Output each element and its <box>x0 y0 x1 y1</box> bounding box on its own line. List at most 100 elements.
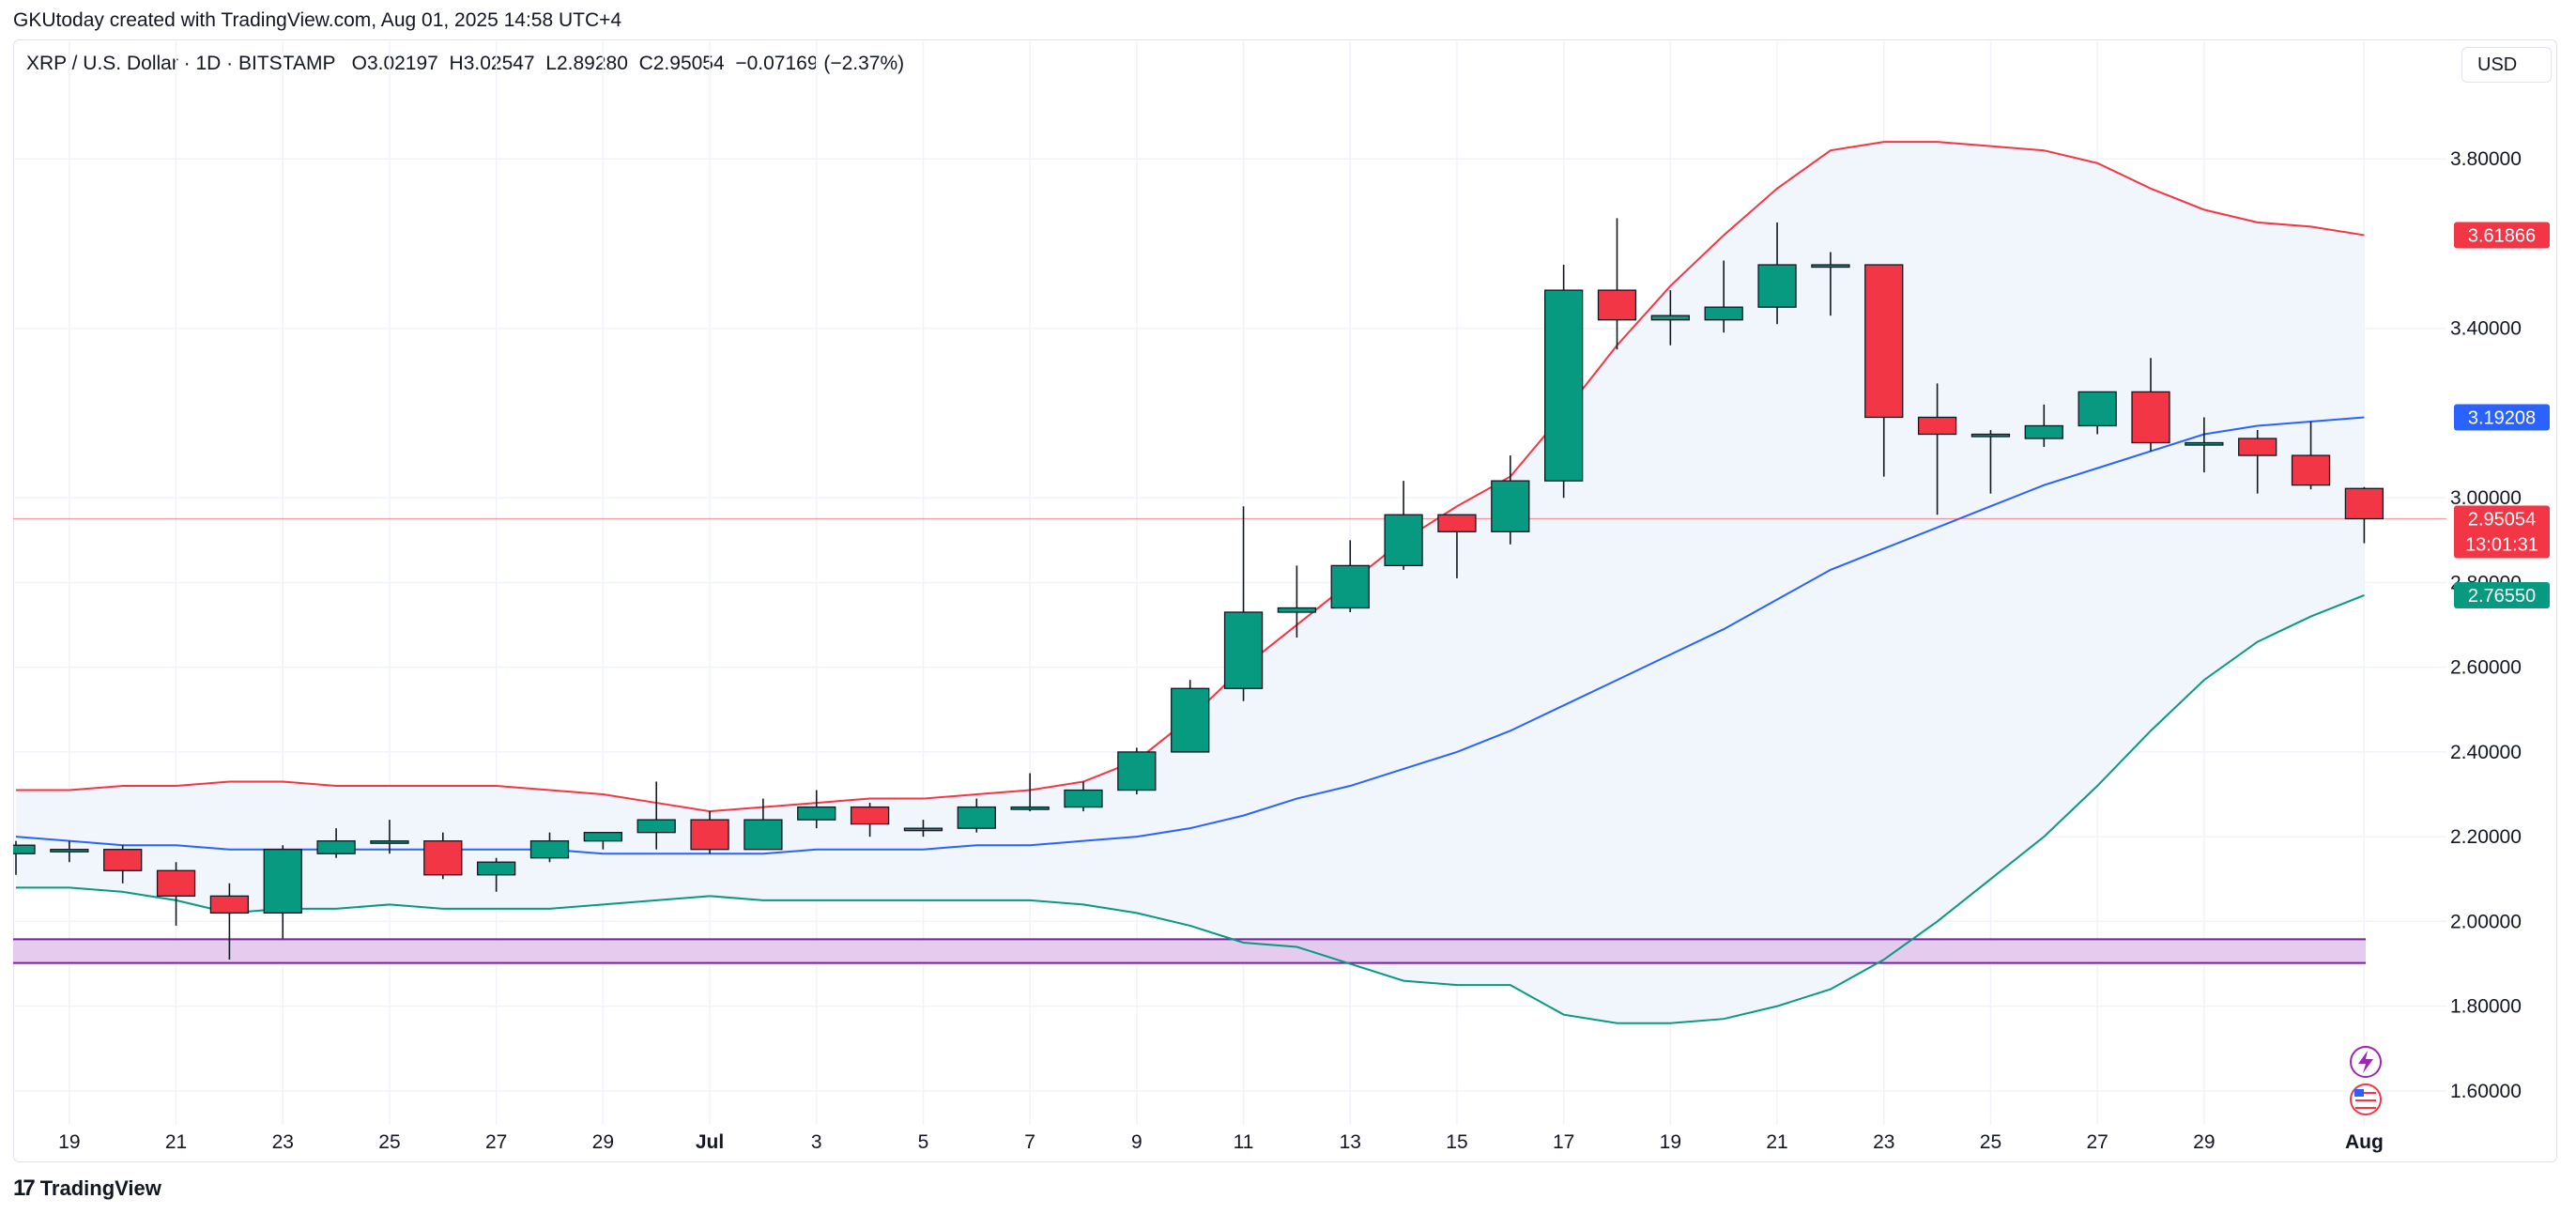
chart-frame <box>13 39 2557 1162</box>
middle-band-price-tag: 3.19208 <box>2454 404 2550 431</box>
lower-band-price-tag-text: 2.76550 <box>2468 586 2536 607</box>
candle <box>1223 506 1264 701</box>
candle-body <box>1917 416 1957 436</box>
candle <box>1650 290 1690 346</box>
currency-selector[interactable]: USD <box>2461 47 2552 83</box>
candle-body <box>636 819 676 834</box>
lower-band-price-tag: 2.76550 <box>2454 581 2550 608</box>
x-axis-tick: 25 <box>378 1131 400 1153</box>
y-axis-tick: 1.60000 <box>2450 1081 2522 1102</box>
candle-body <box>1437 514 1477 532</box>
event-icons <box>2350 1046 2382 1115</box>
close-value: 2.95054 <box>652 53 725 74</box>
tradingview-brand: TradingView <box>39 1176 161 1200</box>
candle-body <box>690 819 729 851</box>
y-axis-tick: 2.60000 <box>2450 657 2522 679</box>
candle-body <box>1544 289 1584 482</box>
upper-band-price-tag-text: 3.61866 <box>2468 225 2536 246</box>
candle-body <box>316 840 356 854</box>
last-price-tag: 2.95054 13:01:31 <box>2454 505 2550 559</box>
candle <box>903 820 943 838</box>
candle <box>263 845 302 939</box>
candle <box>1010 773 1050 812</box>
y-axis-tick: 3.40000 <box>2450 318 2522 340</box>
bollinger-band-fill <box>16 142 2365 1023</box>
currency-label: USD <box>2477 54 2518 75</box>
lower-band-price-tag-bg <box>2454 581 2550 608</box>
candle <box>636 781 676 850</box>
high-label: H <box>449 53 464 74</box>
candle-body <box>2185 441 2224 446</box>
candle <box>690 811 729 854</box>
candle-body <box>13 844 36 854</box>
candle-body <box>1650 315 1690 321</box>
x-axis-tick: 13 <box>1340 1131 1361 1153</box>
bollinger-lower-line <box>16 594 2365 1024</box>
candle-body <box>50 849 89 853</box>
candle <box>529 832 570 863</box>
middle-band-price-tag-bg <box>2454 404 2550 431</box>
candle-body <box>1330 564 1370 609</box>
candle <box>744 798 783 851</box>
candle-body <box>1491 480 1530 532</box>
lightning-glyph <box>2358 1051 2373 1073</box>
candle-body <box>263 849 302 914</box>
candle <box>2131 358 2170 452</box>
candle <box>850 803 890 838</box>
candle-body <box>2291 454 2331 486</box>
candle <box>1917 383 1957 515</box>
open-label: O <box>351 53 367 74</box>
candle <box>957 798 996 833</box>
candle <box>423 832 463 880</box>
countdown-text: 13:01:31 <box>2465 535 2538 556</box>
high-value: 3.02547 <box>463 53 535 74</box>
candle-body <box>744 819 783 851</box>
candle-body <box>1811 264 1850 269</box>
candle-body <box>1757 264 1797 308</box>
candle-body <box>903 827 943 832</box>
candle-body <box>1010 806 1050 810</box>
candle <box>1330 540 1370 613</box>
candle-body <box>476 861 516 876</box>
x-axis-tick: 19 <box>1660 1131 1681 1153</box>
last-price-tag-bg <box>2454 505 2550 559</box>
support-zone <box>13 939 2366 963</box>
candle-body <box>1704 306 1743 321</box>
candle-body <box>1277 607 1317 613</box>
candle-body <box>2078 391 2117 427</box>
candles <box>13 218 2384 960</box>
candle <box>2291 421 2331 490</box>
tradingview-logo[interactable]: 17 TradingView <box>13 1176 161 1202</box>
open-value: 3.02197 <box>366 53 438 74</box>
candle <box>1064 781 1103 812</box>
candle-body <box>2131 391 2170 444</box>
y-axis-tick: 1.80000 <box>2450 996 2522 1018</box>
candle <box>370 820 409 854</box>
y-axis-tick: 3.00000 <box>2450 487 2522 509</box>
candle <box>50 840 89 863</box>
y-axis-tick: 3.80000 <box>2450 148 2522 170</box>
x-axis-tick: Jul <box>696 1131 724 1153</box>
candle-body <box>370 840 409 844</box>
candle <box>1704 260 1743 333</box>
candle <box>2078 391 2117 435</box>
candle <box>1597 218 1637 350</box>
candle <box>156 862 196 926</box>
candle <box>2185 417 2224 473</box>
candle-body <box>1864 264 1904 419</box>
x-axis-tick: 27 <box>485 1131 507 1153</box>
candle-body <box>103 849 143 871</box>
symbol-title[interactable]: XRP / U.S. Dollar · 1D · BITSTAMP <box>26 53 336 74</box>
x-axis-tick: 29 <box>592 1131 614 1153</box>
tradingview-logo-icon: 17 <box>13 1176 36 1201</box>
candle <box>316 828 356 858</box>
candle-body <box>529 840 570 859</box>
candle <box>1171 680 1210 753</box>
low-label: L <box>545 53 557 74</box>
bollinger-middle-line <box>15 416 2365 855</box>
x-axis-tick: 23 <box>272 1131 294 1153</box>
x-axis-tick: 25 <box>1980 1131 2001 1153</box>
candle <box>2238 430 2277 494</box>
candle <box>103 845 143 884</box>
